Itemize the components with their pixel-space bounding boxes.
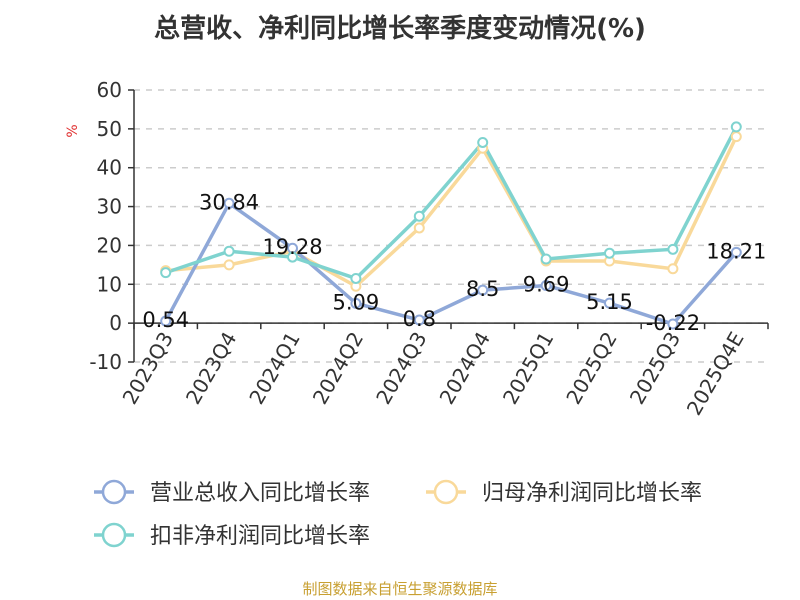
x-tick-label: 2025Q4E	[682, 328, 749, 420]
data-point[interactable]	[160, 315, 172, 327]
x-tick-label: 2025Q1	[498, 328, 558, 409]
data-point[interactable]	[350, 272, 362, 284]
x-tick-label: 2025Q2	[561, 328, 621, 409]
data-label: 8.5	[466, 277, 499, 301]
legend-swatch-marker	[101, 479, 127, 505]
series-lines	[164, 126, 738, 326]
legend-item[interactable]: 归母净利润同比增长率	[426, 479, 702, 506]
data-label: 30.84	[199, 190, 259, 214]
data-point[interactable]	[604, 297, 615, 309]
data-label: 5.15	[586, 290, 633, 314]
source-note: 制图数据来自恒生聚源数据库	[302, 580, 498, 598]
data-point[interactable]	[730, 246, 742, 258]
data-label: 18.21	[706, 239, 766, 263]
data-point[interactable]	[350, 297, 362, 309]
data-point[interactable]	[540, 253, 552, 265]
y-axis-label: %	[65, 124, 81, 137]
data-point[interactable]	[477, 136, 489, 148]
data-point[interactable]	[223, 197, 235, 209]
x-tick-label: 2024Q3	[371, 328, 431, 409]
axes	[128, 89, 769, 363]
x-tick-label: 2023Q3	[118, 328, 178, 409]
legend-item[interactable]: 营业总收入同比增长率	[94, 479, 370, 506]
data-label: 0.8	[403, 307, 436, 331]
legend-item[interactable]: 扣非净利润同比增长率	[94, 522, 370, 549]
y-tick-label: 60	[97, 78, 122, 102]
data-point[interactable]	[604, 247, 615, 259]
legend-label: 营业总收入同比增长率	[150, 481, 370, 506]
x-tick-label: 2024Q4	[435, 328, 495, 409]
data-point[interactable]	[413, 314, 425, 326]
data-point[interactable]	[730, 121, 742, 133]
legend-swatch-marker	[101, 522, 127, 548]
data-point[interactable]	[287, 251, 298, 263]
legend-label: 扣非净利润同比增长率	[150, 524, 370, 549]
data-point[interactable]	[540, 279, 552, 291]
data-label: 9.69	[523, 272, 570, 296]
series-line	[165, 135, 738, 288]
x-tick-label: 2023Q4	[181, 328, 241, 409]
series-line	[165, 126, 738, 281]
x-tick-label: 2025Q3	[625, 328, 685, 409]
y-tick-label: 10	[97, 272, 122, 296]
legend-label: 归母净利润同比增长率	[482, 481, 702, 506]
series-line	[164, 201, 738, 326]
data-point[interactable]	[730, 131, 742, 143]
data-point[interactable]	[413, 222, 425, 234]
data-point[interactable]	[667, 263, 679, 275]
y-tick-label: 0	[109, 311, 122, 335]
y-tick-label: -10	[89, 350, 122, 374]
data-point[interactable]	[477, 284, 489, 296]
legend-swatch-marker	[433, 479, 459, 505]
data-point[interactable]	[223, 245, 235, 257]
data-point[interactable]	[667, 318, 679, 330]
x-tick-label: 2024Q1	[244, 328, 304, 409]
y-tick-label: 50	[97, 117, 122, 141]
data-point[interactable]	[223, 259, 235, 271]
data-label: 5.09	[333, 290, 380, 314]
data-point[interactable]	[160, 267, 172, 279]
x-tick-label: 2024Q2	[308, 328, 368, 409]
y-tick-label: 40	[97, 156, 122, 180]
data-point[interactable]	[413, 210, 425, 222]
data-label: 0.54	[142, 308, 189, 332]
data-point[interactable]	[667, 243, 679, 255]
y-tick-label: 30	[97, 195, 122, 219]
y-tick-label: 20	[97, 233, 122, 257]
series-points	[160, 121, 742, 330]
data-label: 19.28	[262, 235, 322, 259]
y-tick-labels: -10 0 10 20 30 40 50 60	[89, 78, 122, 374]
x-tick-labels: 2023Q3 2023Q4 2024Q1 2024Q2 2024Q3 2024Q4 2025…	[118, 328, 749, 420]
chart-title: 总营收、净利同比增长率季度变动情况(%)	[154, 14, 646, 44]
data-label: -0.22	[646, 311, 700, 335]
